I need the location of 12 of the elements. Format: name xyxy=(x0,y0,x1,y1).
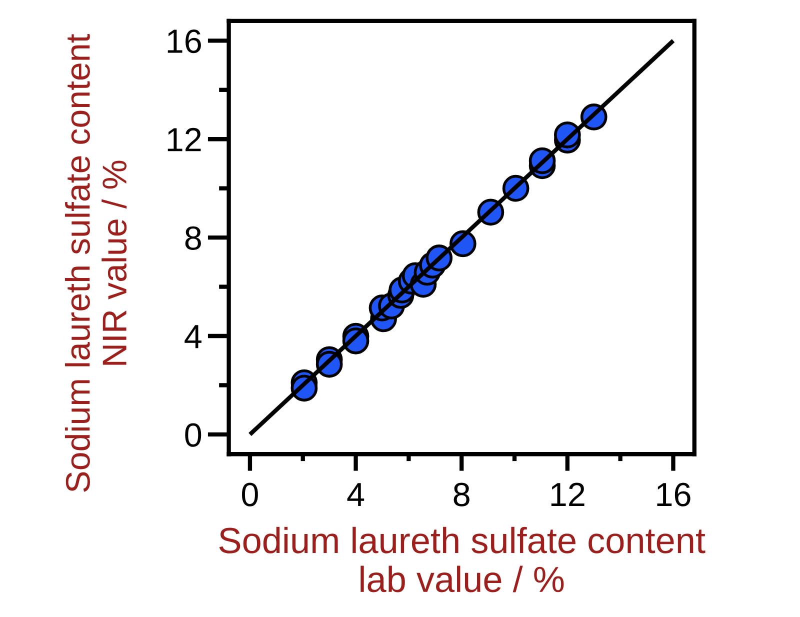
y-tick-label: 4 xyxy=(184,325,202,348)
x-tick-label: 8 xyxy=(454,482,470,506)
x-tick-label: 16 xyxy=(657,482,690,506)
x-axis-title: Sodium laureth sulfate content lab value / % xyxy=(219,526,706,592)
y-tick-label: 0 xyxy=(185,423,202,447)
y-tick-label: 12 xyxy=(168,128,201,152)
x-tick-label: 0 xyxy=(242,482,258,506)
x-tick-label: 12 xyxy=(551,482,584,506)
y-tick-label: 16 xyxy=(168,29,201,54)
y-axis-title: Sodium laureth sulfate content NIR value / % xyxy=(64,34,127,492)
y-tick-label: 8 xyxy=(185,226,201,250)
x-tick-label: 4 xyxy=(347,483,364,506)
